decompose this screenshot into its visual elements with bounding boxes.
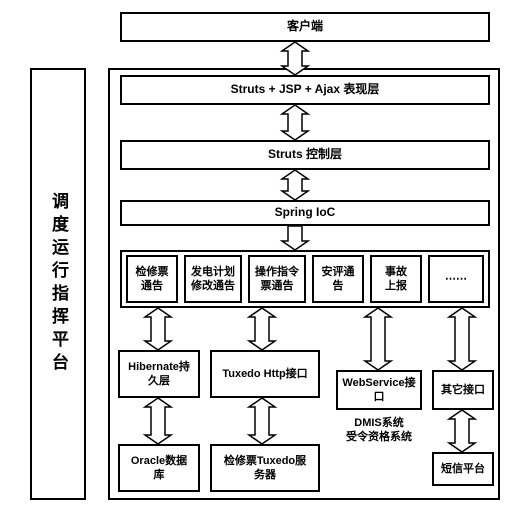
node-tuxedoserver-label: 检修票Tuxedo服 务器 <box>224 454 306 483</box>
module-3: 操作指令 票通告 <box>248 255 306 303</box>
module-3-label: 操作指令 票通告 <box>255 265 299 294</box>
module-4: 安评通 告 <box>312 255 364 303</box>
side-label: 调度运行指挥平台 <box>47 192 69 376</box>
node-hibernate: Hibernate持 久层 <box>118 350 200 398</box>
module-5: 事故 上报 <box>370 255 422 303</box>
module-2-label: 发电计划 修改通告 <box>191 265 235 294</box>
node-sms-label: 短信平台 <box>441 462 485 476</box>
node-sms: 短信平台 <box>432 452 494 486</box>
node-presentation: Struts + JSP + Ajax 表现层 <box>120 75 490 105</box>
side-frame: 调度运行指挥平台 <box>30 68 86 500</box>
node-other-label: 其它接口 <box>441 383 485 397</box>
node-oracle: Oracle数据 库 <box>118 444 200 492</box>
dmis-label: DMIS系统 受令资格系统 <box>336 416 422 445</box>
module-5-label: 事故 上报 <box>385 265 407 294</box>
node-hibernate-label: Hibernate持 久层 <box>128 360 190 389</box>
node-spring-label: Spring IoC <box>275 205 336 221</box>
node-oracle-label: Oracle数据 库 <box>131 454 187 483</box>
node-client-label: 客户端 <box>287 19 323 35</box>
node-other: 其它接口 <box>432 370 494 410</box>
module-6: ⋯⋯ <box>428 255 484 303</box>
module-1-label: 检修票 通告 <box>136 265 169 294</box>
node-control-label: Struts 控制层 <box>268 147 342 163</box>
node-tuxedohttp: Tuxedo Http接口 <box>210 350 320 398</box>
module-1: 检修票 通告 <box>126 255 178 303</box>
module-6-label: ⋯⋯ <box>445 272 467 286</box>
node-tuxedohttp-label: Tuxedo Http接口 <box>222 367 307 381</box>
module-4-label: 安评通 告 <box>322 265 355 294</box>
dmis-label-text: DMIS系统 受令资格系统 <box>346 417 412 443</box>
node-webservice-label: WebService接 口 <box>342 376 415 405</box>
node-webservice: WebService接 口 <box>336 370 422 410</box>
diagram-root: 调度运行指挥平台 客户端 Struts + JSP + Ajax 表现层 Str… <box>0 0 525 510</box>
node-presentation-label: Struts + JSP + Ajax 表现层 <box>231 82 380 98</box>
node-control: Struts 控制层 <box>120 140 490 170</box>
module-2: 发电计划 修改通告 <box>184 255 242 303</box>
node-client: 客户端 <box>120 12 490 42</box>
node-spring: Spring IoC <box>120 200 490 226</box>
node-tuxedoserver: 检修票Tuxedo服 务器 <box>210 444 320 492</box>
